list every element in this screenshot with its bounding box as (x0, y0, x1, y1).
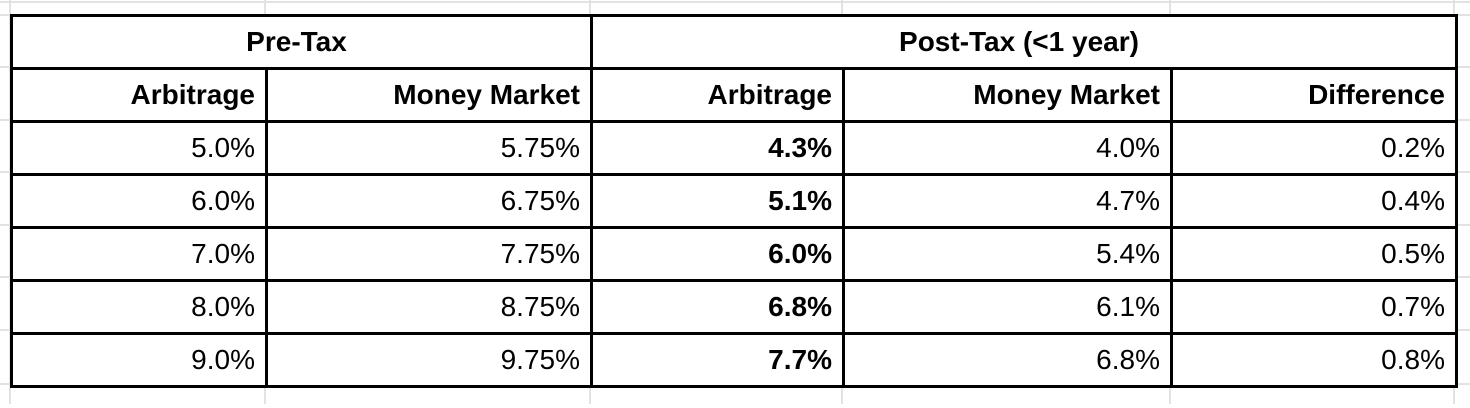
cell-posttax-money-market[interactable]: 5.4% (842, 226, 1173, 282)
cell-pretax-money-market[interactable]: 5.75% (265, 120, 593, 176)
cell-posttax-arbitrage[interactable]: 7.7% (590, 332, 845, 388)
cell-posttax-arbitrage[interactable]: 5.1% (590, 173, 845, 229)
table-row: 5.0% 5.75% 4.3% 4.0% 0.2% (10, 120, 1458, 176)
col-header-pretax-arbitrage[interactable]: Arbitrage (10, 67, 268, 123)
col-header-difference[interactable]: Difference (1170, 67, 1458, 123)
cell-posttax-money-market[interactable]: 6.1% (842, 279, 1173, 335)
cell-pretax-money-market[interactable]: 7.75% (265, 226, 593, 282)
cell-posttax-money-market[interactable]: 4.7% (842, 173, 1173, 229)
group-header-row: Pre-Tax Post-Tax (<1 year) (10, 14, 1458, 70)
column-header-row: Arbitrage Money Market Arbitrage Money M… (10, 67, 1458, 123)
header-group-pretax[interactable]: Pre-Tax (10, 14, 593, 70)
rates-comparison-table: Pre-Tax Post-Tax (<1 year) Arbitrage Mon… (10, 14, 1458, 388)
cell-difference[interactable]: 0.4% (1170, 173, 1458, 229)
cell-pretax-arbitrage[interactable]: 9.0% (10, 332, 268, 388)
header-group-posttax[interactable]: Post-Tax (<1 year) (590, 14, 1458, 70)
cell-pretax-arbitrage[interactable]: 7.0% (10, 226, 268, 282)
cell-difference[interactable]: 0.7% (1170, 279, 1458, 335)
cell-pretax-arbitrage[interactable]: 5.0% (10, 120, 268, 176)
cell-pretax-arbitrage[interactable]: 6.0% (10, 173, 268, 229)
cell-pretax-money-market[interactable]: 6.75% (265, 173, 593, 229)
table-row: 7.0% 7.75% 6.0% 5.4% 0.5% (10, 226, 1458, 282)
col-header-posttax-money-market[interactable]: Money Market (842, 67, 1173, 123)
table-row: 6.0% 6.75% 5.1% 4.7% 0.4% (10, 173, 1458, 229)
cell-posttax-arbitrage[interactable]: 4.3% (590, 120, 845, 176)
cell-difference[interactable]: 0.8% (1170, 332, 1458, 388)
cell-pretax-money-market[interactable]: 8.75% (265, 279, 593, 335)
cell-posttax-money-market[interactable]: 4.0% (842, 120, 1173, 176)
cell-pretax-money-market[interactable]: 9.75% (265, 332, 593, 388)
table-row: 8.0% 8.75% 6.8% 6.1% 0.7% (10, 279, 1458, 335)
cell-posttax-money-market[interactable]: 6.8% (842, 332, 1173, 388)
cell-posttax-arbitrage[interactable]: 6.8% (590, 279, 845, 335)
cell-difference[interactable]: 0.5% (1170, 226, 1458, 282)
gridline-row (0, 1, 1470, 3)
cell-difference[interactable]: 0.2% (1170, 120, 1458, 176)
col-header-posttax-arbitrage[interactable]: Arbitrage (590, 67, 845, 123)
table-row: 9.0% 9.75% 7.7% 6.8% 0.8% (10, 332, 1458, 388)
cell-posttax-arbitrage[interactable]: 6.0% (590, 226, 845, 282)
cell-pretax-arbitrage[interactable]: 8.0% (10, 279, 268, 335)
col-header-pretax-money-market[interactable]: Money Market (265, 67, 593, 123)
